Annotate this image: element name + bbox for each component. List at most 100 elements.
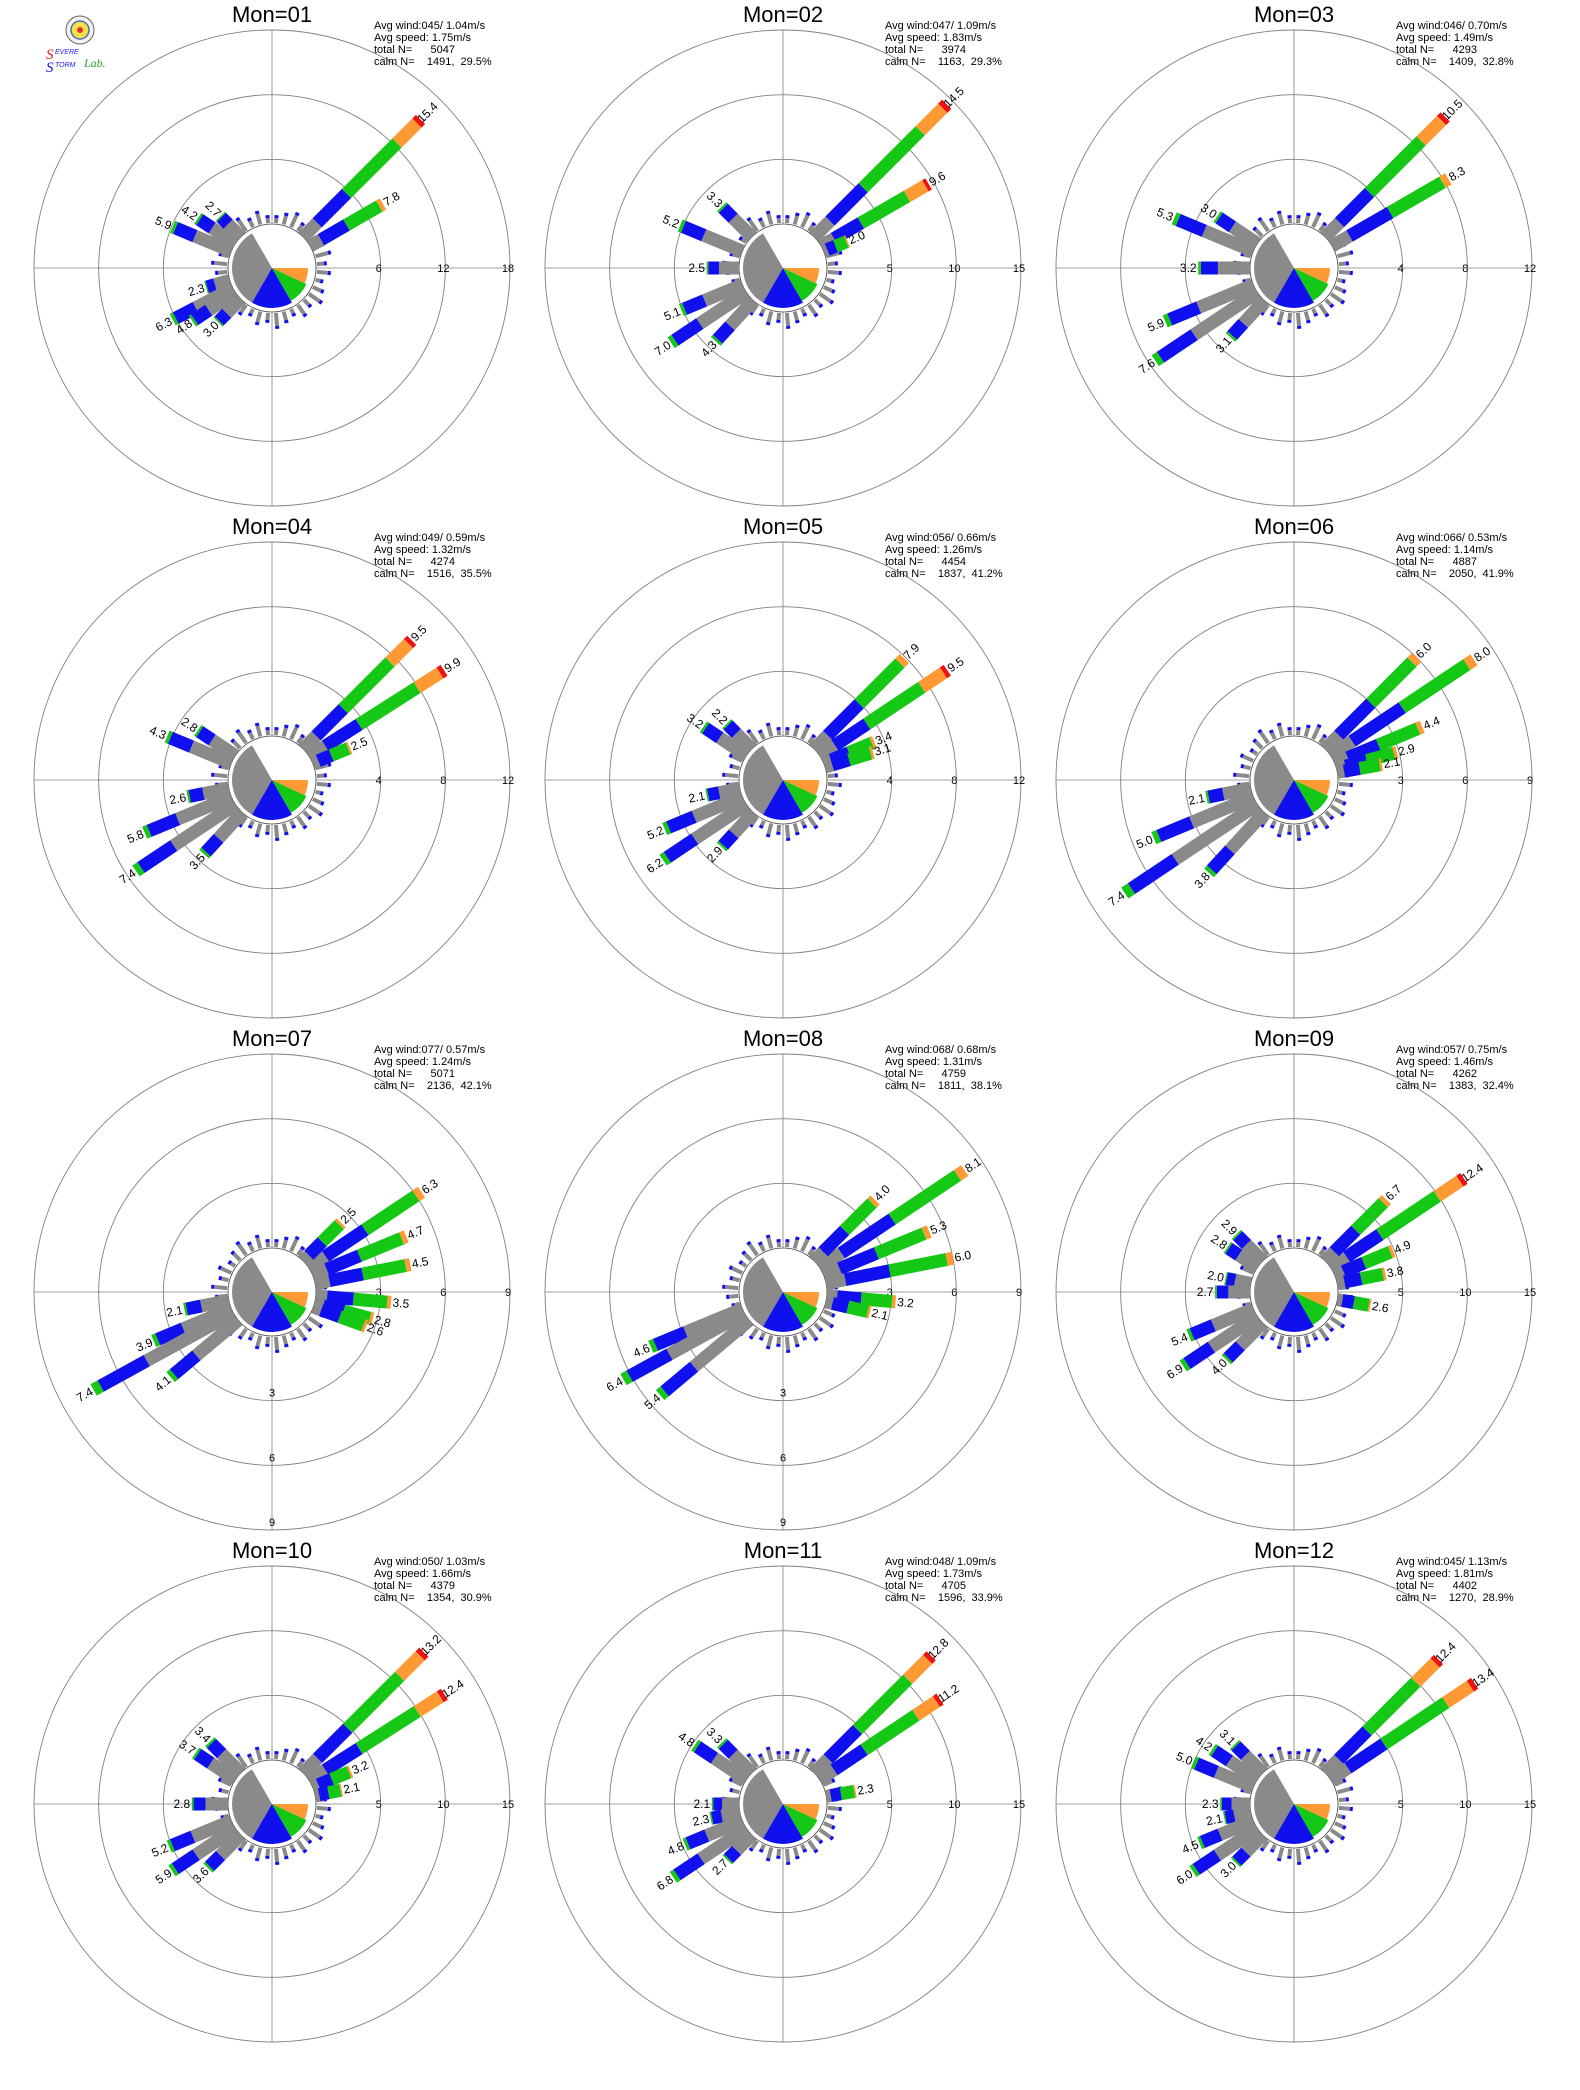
minor-petal-tip [830, 279, 835, 284]
minor-petal-tip [1249, 747, 1255, 753]
petal-segment [1342, 762, 1361, 778]
petal-segment [1358, 758, 1381, 775]
petal-segment [1194, 1757, 1219, 1778]
petal-segment [1233, 1231, 1252, 1250]
petal-label: 4.6 [631, 1341, 652, 1360]
petal-segment [1224, 1809, 1236, 1824]
minor-petal [766, 213, 774, 226]
minor-petal [311, 797, 322, 805]
minor-petal [1338, 1797, 1346, 1803]
petal-segment [854, 658, 905, 709]
minor-petal [255, 1334, 263, 1347]
petal-label: 5.2 [150, 1841, 171, 1860]
petal-segment [1342, 1229, 1384, 1263]
minor-petal [740, 237, 748, 244]
petal-segment [857, 190, 911, 229]
minor-petal-tip [829, 1835, 835, 1841]
petal-segment [1359, 1267, 1385, 1285]
petal-segment [1221, 1353, 1233, 1365]
minor-petal-tip [1324, 824, 1330, 830]
minor-petal [800, 307, 806, 315]
info-line: total N= 4379 [374, 1580, 456, 1592]
minor-petal-tip [320, 801, 325, 806]
petal: 2.8 [173, 1797, 228, 1811]
minor-petal [237, 1243, 248, 1257]
minor-petal [281, 1334, 288, 1345]
minor-petal [766, 1334, 774, 1347]
calm-circle [738, 1247, 828, 1337]
ring-label: 10 [437, 1799, 449, 1811]
petal-segment [620, 1370, 633, 1386]
petal-segment [858, 126, 925, 193]
ring-label: 8 [440, 775, 446, 787]
petal-segment [1430, 1654, 1444, 1668]
petal-segment [1329, 1225, 1361, 1257]
minor-petal [255, 1846, 263, 1859]
minor-petal [1277, 213, 1285, 226]
petal-segment [1326, 1762, 1352, 1785]
petal-segment [699, 721, 710, 734]
petal-segment [815, 739, 839, 761]
petal-segment [1192, 1849, 1222, 1875]
petal-segment [1366, 657, 1417, 708]
petal-segment [1332, 1265, 1346, 1282]
minor-petal [1242, 754, 1255, 763]
petal-label: 5.8 [125, 827, 146, 846]
minor-petal [237, 731, 248, 745]
petal-segment [304, 1237, 327, 1260]
minor-petal-tip [757, 729, 763, 734]
minor-petal [759, 220, 766, 229]
ring-label: 5 [1398, 1287, 1404, 1299]
petal-segment [137, 840, 178, 873]
minor-petal [822, 1779, 833, 1787]
petal: 5.2 [150, 1814, 234, 1860]
petal: 5.0 [1134, 790, 1256, 852]
minor-petal [813, 298, 822, 307]
petal: 2.1 [693, 1797, 739, 1811]
minor-petal-tip [235, 728, 241, 734]
petal-segment [208, 222, 240, 249]
minor-petal-tip [802, 824, 808, 829]
minor-petal-tip [795, 1236, 800, 1241]
minor-petal-tip [1322, 733, 1328, 739]
minor-petal-tip [829, 811, 835, 817]
info-line: Avg wind:068/ 0.68m/s [885, 1044, 997, 1056]
petal-segment [190, 1814, 234, 1843]
minor-petal [229, 1261, 237, 1268]
petal: 9.5 [815, 654, 967, 761]
minor-petal [265, 1336, 271, 1344]
minor-petal-tip [746, 216, 752, 222]
petal-segment [215, 211, 226, 222]
petal-label: 5.1 [662, 304, 683, 323]
petal-segment [678, 302, 687, 317]
info-line: Avg wind:045/ 1.13m/s [1396, 1556, 1508, 1568]
minor-petal [800, 1843, 806, 1851]
calm-sector [743, 745, 783, 815]
minor-petal [825, 1813, 832, 1819]
petal-segment [938, 99, 952, 113]
petal-segment [173, 222, 198, 243]
minor-petal [800, 1331, 806, 1339]
minor-petal-tip [813, 312, 819, 318]
petal-segment [1227, 318, 1249, 340]
minor-petal [748, 1755, 759, 1769]
petal-segment [399, 1230, 409, 1245]
minor-petal-tip [728, 1265, 734, 1271]
minor-petal [1295, 1336, 1302, 1350]
petal: 5.8 [125, 790, 234, 846]
petal-segment [361, 1259, 407, 1281]
petal-segment [825, 1789, 832, 1803]
petal: 2.6 [1336, 1293, 1390, 1316]
minor-petal [316, 269, 328, 275]
petal-segment [310, 1778, 321, 1794]
minor-petal-tip [302, 312, 308, 318]
petal-segment [205, 1737, 216, 1748]
petal-segment [1361, 1246, 1393, 1270]
minor-petal [827, 773, 835, 779]
petal: 4.8 [665, 1814, 745, 1858]
petal-segment [1229, 1739, 1241, 1751]
petal-segment [809, 1754, 833, 1778]
petal-segment [1228, 221, 1262, 249]
